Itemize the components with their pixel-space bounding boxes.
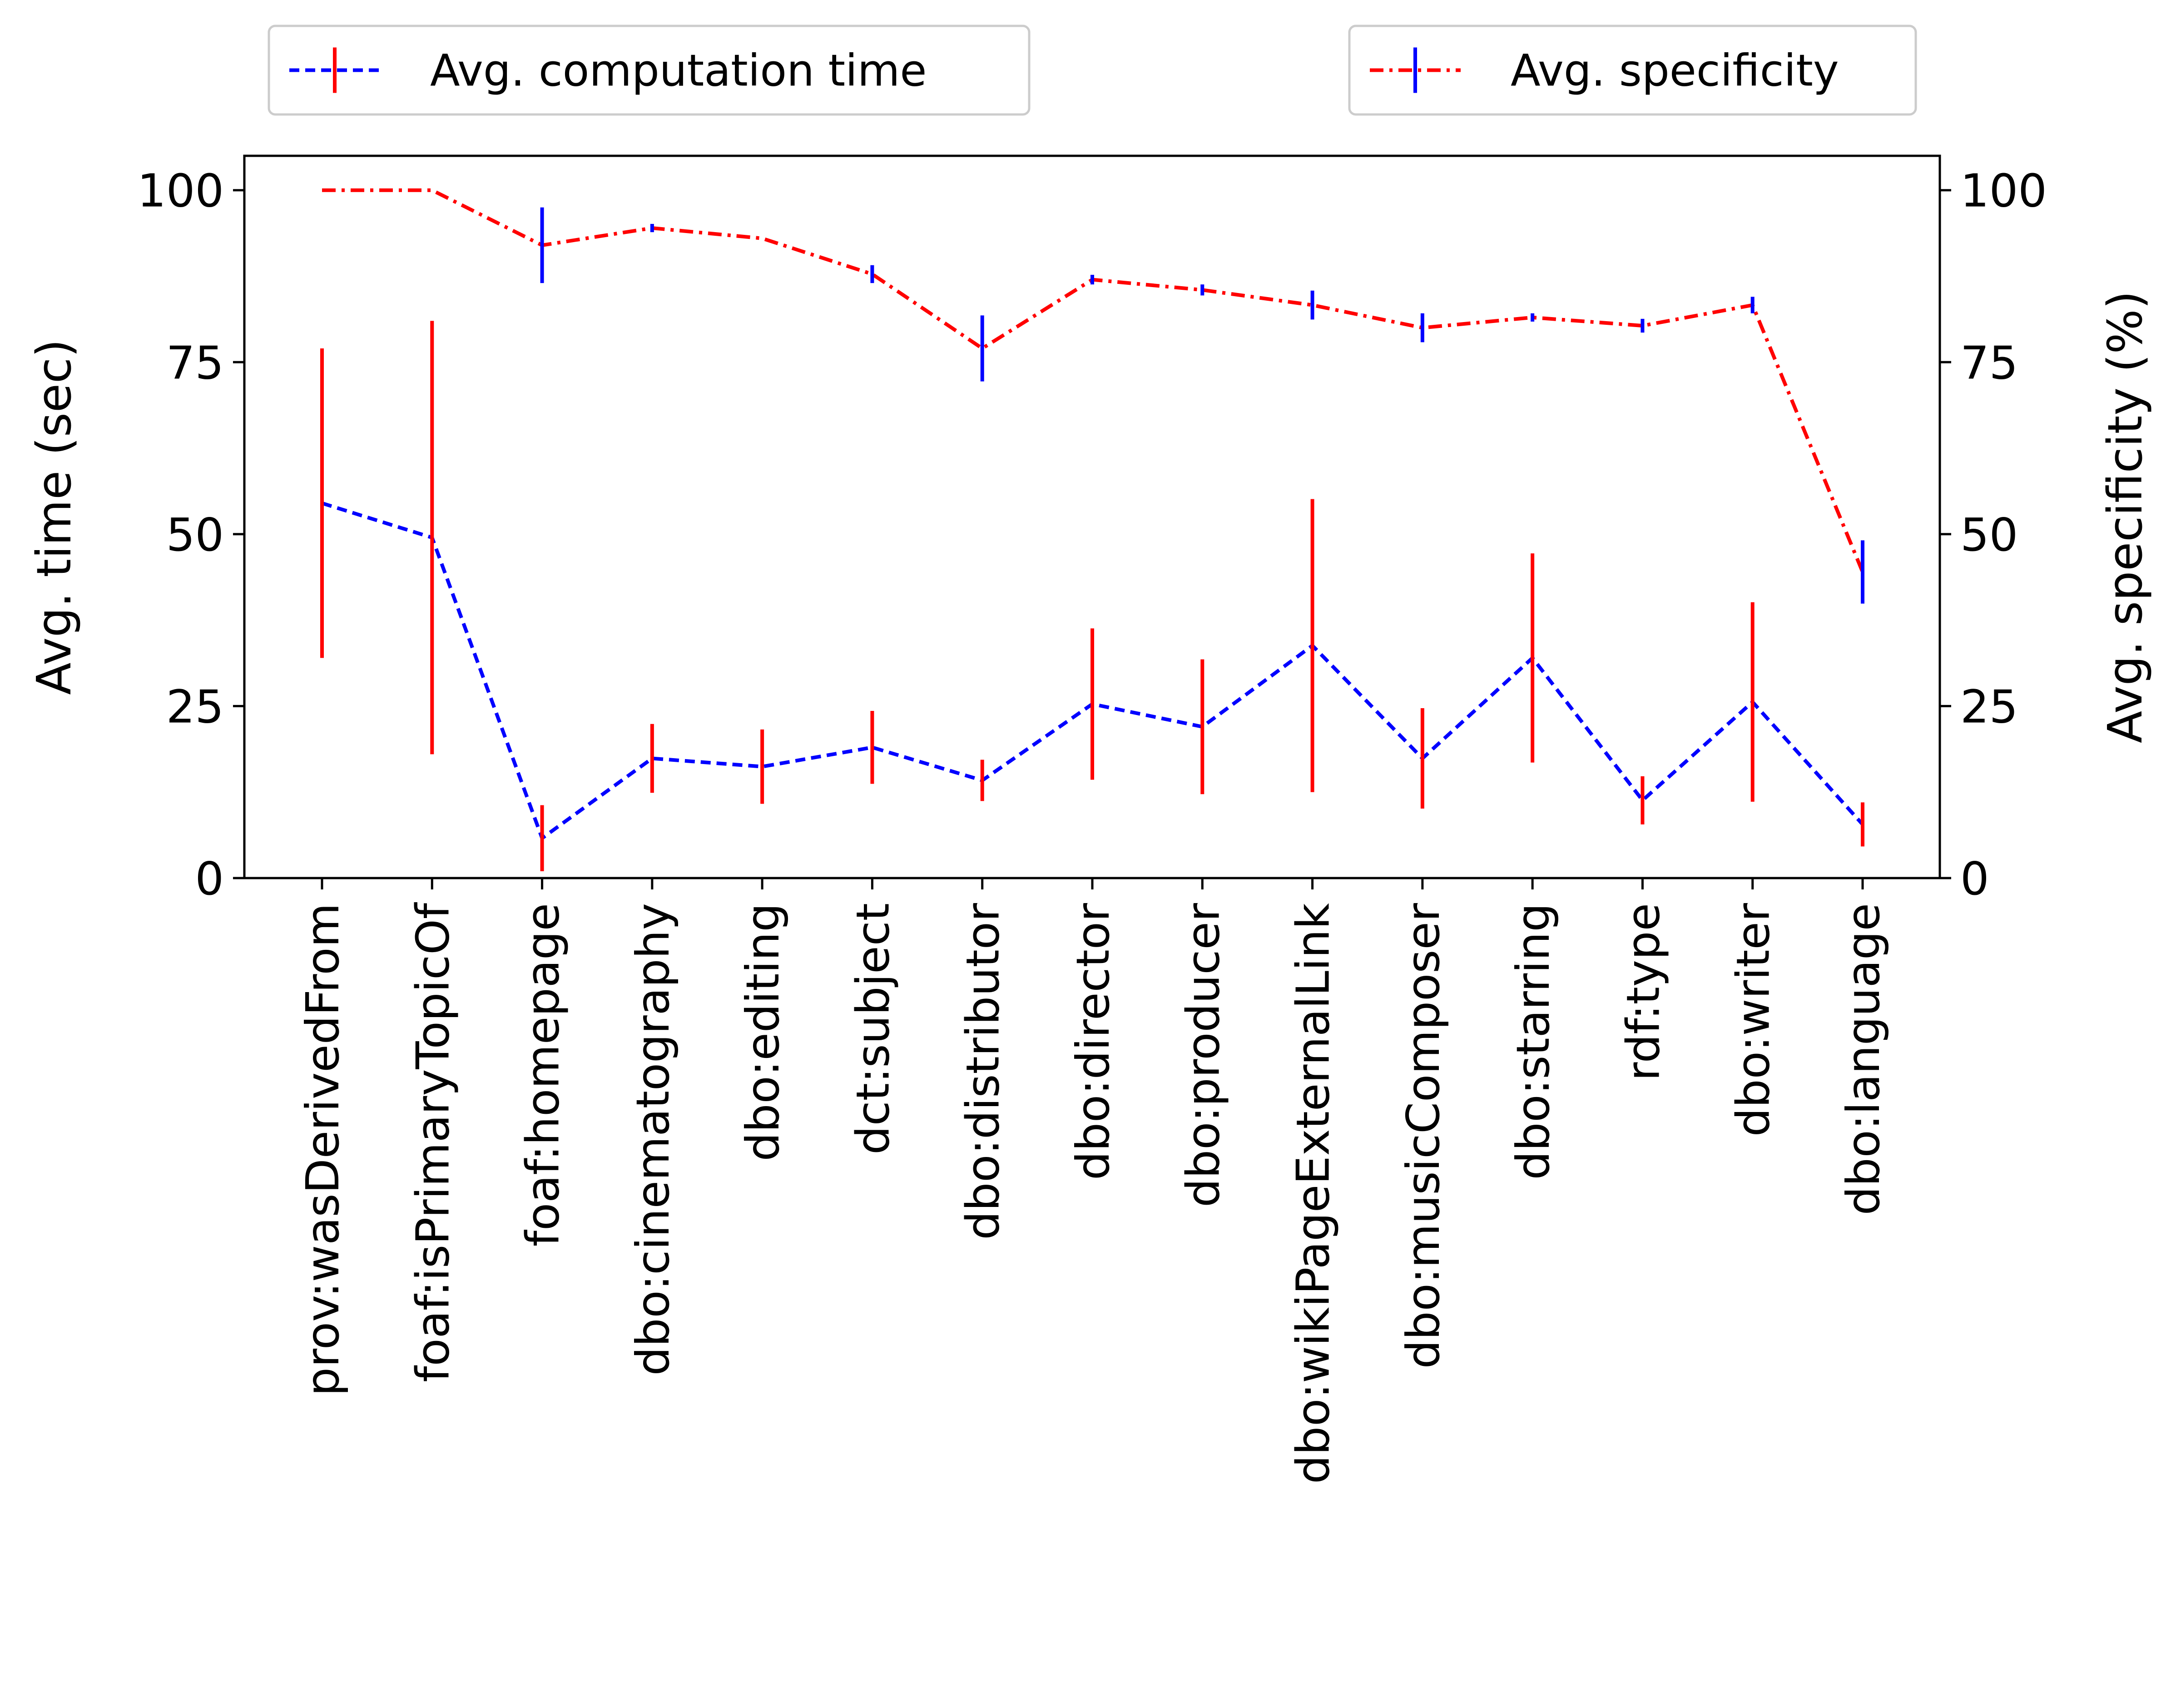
data-point (1202, 726, 1203, 727)
x-tick-label: dbo:producer (1176, 903, 1229, 1207)
series-1 (320, 321, 1864, 871)
x-tick-label: rdf:type (1616, 903, 1670, 1081)
legend: Avg. computation time Avg. specificity (268, 25, 1917, 116)
data-point (982, 780, 983, 781)
data-point (982, 348, 983, 349)
x-tick-label: foaf:isPrimaryTopicOf (406, 902, 459, 1382)
y-axis-title-left: Avg. time (sec) (26, 339, 82, 695)
x-tick-label: dbo:language (1837, 903, 1890, 1215)
x-tick-label: dbo:musicComposer (1397, 903, 1450, 1369)
data-point (542, 838, 543, 839)
data-point (1422, 758, 1423, 759)
legend-box (268, 25, 1031, 116)
y-tick-label-left: 100 (137, 164, 224, 218)
x-tick-label: dbo:distributor (957, 903, 1010, 1240)
series-line (322, 188, 1864, 573)
x-tick-label: prov:wasDerivedFrom (296, 903, 349, 1396)
data-point (762, 238, 763, 239)
data-point (431, 190, 432, 191)
x-tick-label: dbo:wikiPageExternalLink (1287, 903, 1340, 1484)
y-axis-title-right: Avg. specificity (%) (2097, 291, 2153, 743)
legend-top-left: Avg. computation time (268, 25, 1031, 116)
y-tick-label-right: 100 (1960, 164, 2047, 218)
series-2 (322, 188, 1864, 604)
y-tick-label-right: 75 (1960, 336, 2018, 389)
y-tick-label-right: 0 (1960, 852, 1989, 905)
data-point (762, 766, 763, 767)
legend-box (1348, 25, 1917, 116)
axes: 0 25 50 75 100 0 25 50 75 100 prov:wasDerivedFrom f… (137, 164, 2047, 1484)
data-point (1312, 305, 1313, 306)
y-tick-label-right: 50 (1960, 508, 2018, 561)
data-point (1532, 657, 1533, 658)
y-tick-label-left: 25 (166, 680, 224, 733)
data-point (542, 245, 543, 246)
legend-top-right: Avg. specificity (1348, 25, 1917, 116)
data-point (1862, 571, 1863, 572)
y-tick-label-left: 0 (195, 852, 224, 905)
x-tick-label: dbo:editing (736, 903, 789, 1161)
data-point (1642, 325, 1643, 326)
data-point (1642, 800, 1643, 801)
y-tick-label-left: 50 (166, 508, 224, 561)
data-point (431, 537, 432, 538)
x-tick-label: dbo:writer (1727, 903, 1780, 1137)
legend-label: Avg. specificity (1511, 45, 1839, 96)
data-point (1202, 289, 1203, 290)
legend-label: Avg. computation time (430, 45, 927, 96)
x-tick-label: dbo:cinematography (626, 903, 679, 1375)
y-tick-label-right: 25 (1960, 680, 2018, 733)
x-tick-label: dbo:director (1066, 903, 1120, 1180)
data-point (1532, 317, 1533, 318)
data-point (652, 758, 653, 759)
x-tick-label: foaf:homepage (516, 903, 570, 1246)
data-point (1092, 704, 1093, 705)
data-point (1752, 701, 1753, 702)
data-point (1752, 305, 1753, 306)
data-point (1862, 824, 1863, 825)
data-point (1092, 279, 1093, 280)
data-point (1312, 645, 1313, 646)
plot-area (320, 188, 1864, 871)
x-tick-label: dbo:starring (1507, 903, 1560, 1180)
x-tick-label: dct:subject (846, 903, 899, 1155)
y-tick-label-left: 75 (166, 336, 224, 389)
